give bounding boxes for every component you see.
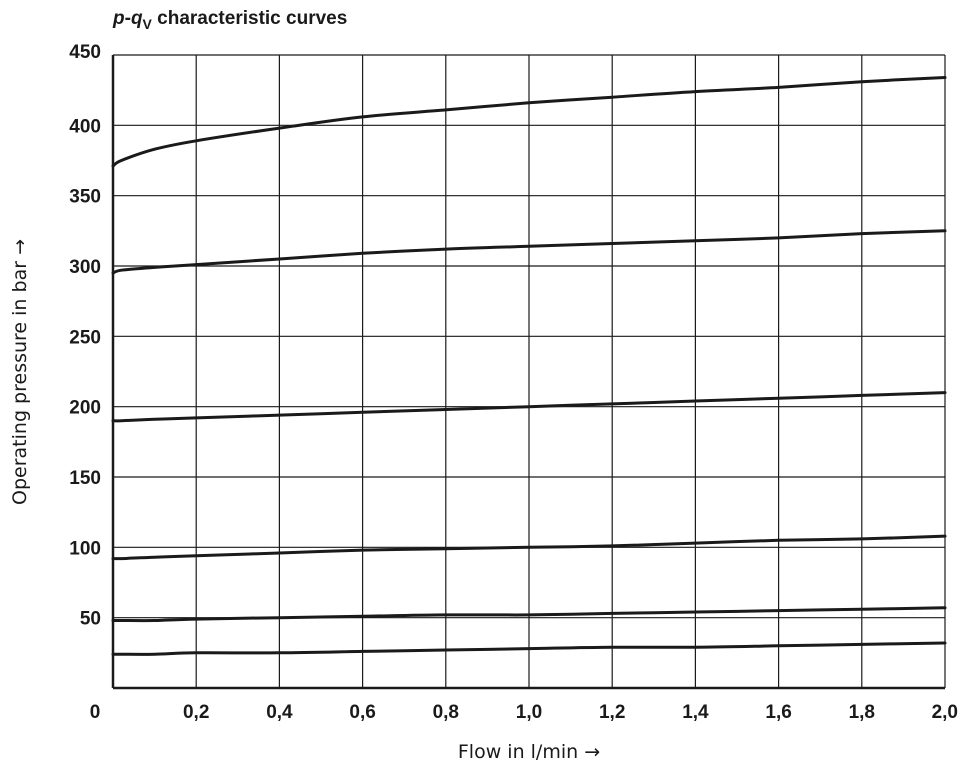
y-tick-label: 400	[69, 116, 101, 137]
plot-curves	[111, 76, 947, 656]
y-tick-label: 100	[69, 538, 101, 559]
x-axis-label: Flow in l/min →	[458, 741, 600, 763]
title-dash: -	[125, 8, 131, 29]
series-line-6	[111, 641, 947, 656]
title-p: p	[112, 8, 125, 29]
title-q: q	[131, 8, 143, 29]
y-tick-label: 250	[69, 327, 101, 348]
x-tick-label: 0,2	[183, 702, 209, 723]
series-line-5	[111, 606, 947, 623]
x-tick-label: 0,8	[433, 702, 459, 723]
x-tick-label: 1,6	[765, 702, 791, 723]
series-line-2	[111, 229, 947, 275]
y-tick-label: 350	[69, 187, 101, 208]
series-line-4	[111, 534, 947, 561]
x-tick-label: 1,0	[516, 702, 542, 723]
x-tick-label: 2,0	[932, 702, 958, 723]
y-tick-label: 300	[69, 257, 101, 278]
x-tick-label: 1,2	[599, 702, 625, 723]
x-tick-label: 0	[90, 702, 101, 723]
y-tick-label: 450	[69, 42, 101, 63]
series-line-1	[111, 76, 947, 168]
x-tick-label: 1,4	[682, 702, 709, 723]
x-axis-ticks: 0 0,2 0,4 0,6 0,8 1,0 1,2 1,4 1,6 1,8 2,0	[90, 702, 958, 723]
y-tick-label: 50	[80, 609, 101, 630]
title-subscript: V	[143, 16, 153, 32]
chart-title: p-qV characteristic curves	[112, 8, 347, 32]
y-axis-label: Operating pressure in bar →	[9, 239, 31, 505]
title-rest: characteristic curves	[152, 8, 347, 29]
series-line-3	[111, 391, 947, 423]
x-tick-label: 0,6	[349, 702, 375, 723]
y-tick-label: 150	[69, 468, 101, 489]
grid	[113, 55, 945, 688]
y-axis-ticks: 50 100 150 200 250 300 350 400 450	[69, 42, 101, 630]
x-tick-label: 1,8	[849, 702, 875, 723]
x-tick-label: 0,4	[266, 702, 293, 723]
plot-frame	[111, 54, 946, 690]
y-tick-label: 200	[69, 398, 101, 419]
